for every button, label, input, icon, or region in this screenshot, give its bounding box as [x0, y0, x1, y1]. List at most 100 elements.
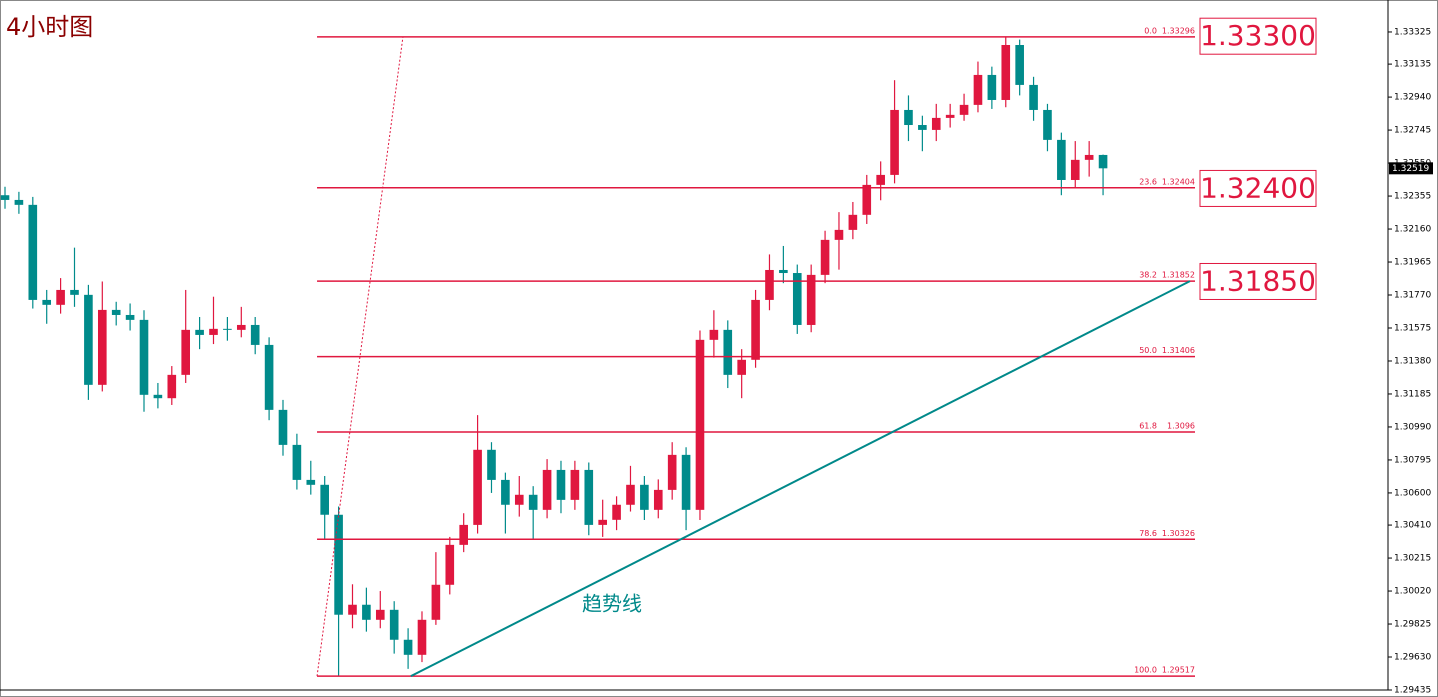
fib-level: 38.2 — [1139, 271, 1157, 280]
fib-anchor-line — [316, 36, 404, 677]
price-box-label: 1.33300 — [1200, 19, 1316, 52]
candle-body — [876, 174, 885, 185]
candle-body — [848, 214, 858, 230]
y-tick-label: 1.32940 — [1394, 93, 1431, 103]
candle-body — [473, 449, 482, 525]
candle-body — [765, 269, 774, 300]
candle-body — [542, 469, 552, 510]
y-tick-label: 1.30410 — [1394, 521, 1431, 531]
candle-body — [1043, 109, 1052, 140]
candle-body — [973, 74, 983, 105]
candle-body — [70, 289, 79, 295]
candle-body — [195, 329, 204, 335]
candle-body — [417, 619, 427, 655]
candle-body — [834, 229, 844, 240]
candle-body — [264, 344, 274, 410]
candle-body — [806, 274, 816, 325]
candle-body — [612, 504, 621, 520]
y-tick-label: 1.32355 — [1394, 192, 1431, 202]
candle-body — [709, 329, 719, 340]
candle-body — [389, 609, 399, 640]
price-box — [1199, 17, 1317, 55]
candle-body — [236, 324, 246, 330]
candle-body — [278, 409, 288, 445]
candle-body — [375, 609, 385, 620]
price-box — [1199, 169, 1317, 207]
fib-value: 1.29517 — [1162, 666, 1195, 675]
y-tick-label: 1.33135 — [1394, 60, 1431, 70]
candle-body — [723, 329, 733, 375]
candle-body — [695, 339, 705, 510]
candle-body — [890, 109, 899, 175]
fib-value: 1.31406 — [1162, 346, 1195, 355]
fib-level: 78.6 — [1139, 529, 1157, 538]
candle-body — [403, 639, 413, 655]
candle-body — [334, 514, 343, 615]
candle-body — [348, 604, 357, 615]
candle-body — [84, 294, 93, 385]
candle-body — [459, 524, 468, 545]
candle-body — [97, 309, 107, 385]
y-tick-label: 1.32160 — [1394, 225, 1431, 235]
price-box-label: 1.32400 — [1200, 171, 1316, 204]
candle-body — [862, 184, 872, 215]
candle-body — [292, 444, 302, 480]
candle-body — [918, 125, 927, 130]
candle-body — [653, 489, 663, 510]
candle-body — [667, 454, 677, 490]
y-tick-label: 1.29825 — [1394, 620, 1431, 630]
y-tick-label: 1.29435 — [1394, 686, 1431, 696]
candle-body — [987, 74, 997, 100]
candle-body — [1015, 44, 1024, 85]
candle-body — [42, 299, 52, 305]
fib-level: 23.6 — [1139, 177, 1157, 186]
fib-value: 1.31852 — [1162, 271, 1195, 280]
candle-body — [598, 519, 607, 525]
candle-body — [751, 299, 760, 360]
candle-body — [139, 319, 149, 395]
trendline-label: 趋势线 — [582, 592, 642, 616]
y-tick-label: 1.29630 — [1394, 653, 1431, 663]
candle-body — [487, 449, 496, 480]
candle-body — [111, 309, 121, 315]
candle-body — [445, 544, 455, 585]
candle-body — [737, 359, 746, 375]
candle-body — [209, 328, 218, 335]
y-tick-label: 1.31185 — [1394, 389, 1431, 399]
candle-body — [570, 469, 580, 500]
y-tick-label: 1.31965 — [1394, 258, 1431, 268]
fib-level: 50.0 — [1139, 346, 1157, 355]
trendline — [410, 280, 1191, 678]
y-tick-label: 1.31770 — [1394, 291, 1431, 301]
candle-body — [584, 469, 594, 525]
fib-level: 61.8 — [1139, 422, 1157, 431]
y-tick-label: 1.33325 — [1394, 27, 1431, 37]
candle-body — [959, 104, 969, 115]
candle-body — [1070, 159, 1080, 180]
price-box — [1199, 262, 1317, 300]
fib-value: 1.3096 — [1167, 422, 1195, 431]
candle-body — [945, 114, 955, 118]
candle-body — [1057, 139, 1066, 180]
y-tick-label: 1.30600 — [1394, 488, 1431, 498]
y-tick-label: 1.30990 — [1394, 422, 1431, 432]
candle-body — [56, 289, 65, 305]
candle-body — [556, 469, 566, 500]
current-price-box — [1389, 162, 1433, 175]
fib-value: 1.33296 — [1162, 26, 1195, 35]
candle-body — [181, 329, 191, 375]
candle-body — [501, 479, 510, 505]
candle-body — [223, 328, 232, 330]
candle-body — [779, 269, 788, 274]
candle-body — [1001, 44, 1011, 100]
candle-body — [931, 117, 941, 130]
candle-body — [125, 314, 135, 320]
chart-title: 4小时图 — [6, 13, 93, 41]
candle-body — [904, 109, 913, 126]
candle-body — [431, 584, 441, 620]
candle-body — [681, 454, 691, 510]
y-tick-label: 1.31380 — [1394, 356, 1431, 366]
candle-body — [0, 195, 10, 200]
